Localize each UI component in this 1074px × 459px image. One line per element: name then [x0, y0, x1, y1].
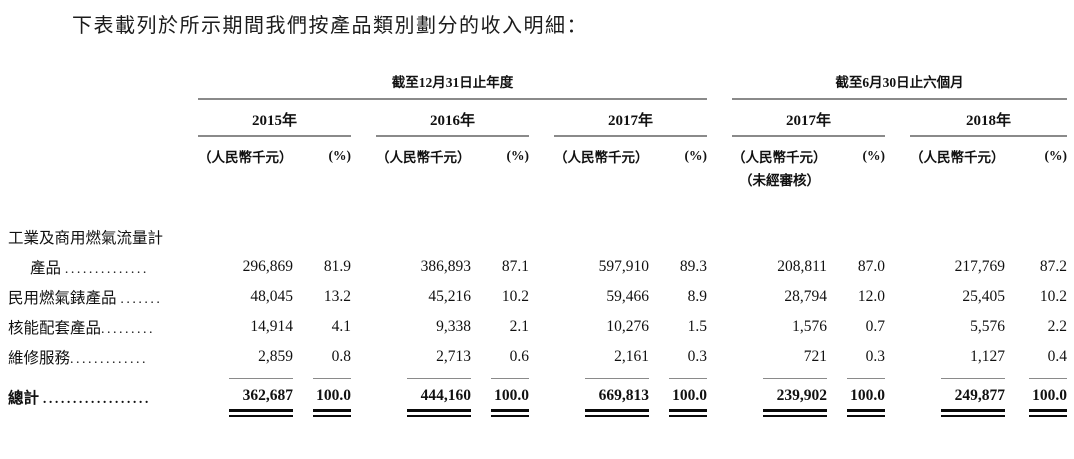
total-amount-cell: 444,160	[406, 378, 471, 417]
amount-cell: 2,859	[258, 348, 293, 365]
amount-cell: 14,914	[250, 318, 293, 335]
table-row-total: 總計 .................. 362,687 100.0 444,…	[8, 372, 1067, 421]
table-caption: 下表載列於所示期間我們按產品類別劃分的收入明細：	[72, 15, 588, 37]
percent-cell: 0.4	[1047, 348, 1067, 365]
percent-cell: 87.2	[1039, 258, 1067, 275]
percent-cell: 81.9	[323, 258, 351, 275]
amount-cell: 296,869	[242, 258, 293, 275]
percent-cell: 2.2	[1047, 318, 1067, 335]
year-header-2015: 2015年	[198, 99, 351, 137]
percent-cell: 12.0	[857, 288, 885, 305]
year-header-row: 2015年 2016年 2017年 2017年 2018年	[8, 99, 1067, 137]
revenue-by-product-table: 截至12月31日止年度 截至6月30日止六個月 2015年 2016年 2017…	[8, 71, 1067, 421]
amount-cell: 25,405	[962, 288, 1005, 305]
row-label: 總計	[8, 390, 40, 407]
amount-cell: 2,161	[614, 348, 649, 365]
amount-cell: 5,576	[970, 318, 1005, 335]
percent-cell: 1.5	[687, 318, 707, 335]
period-group-header-row: 截至12月31日止年度 截至6月30日止六個月	[8, 71, 1067, 100]
table-row-industrial-gas-flowmeter: 工業及商用燃氣流量計	[8, 222, 1067, 252]
total-percent-cell: 100.0	[847, 378, 885, 417]
amount-cell: 721	[803, 348, 827, 365]
unit-header-amount: （人民幣千元）	[732, 150, 827, 165]
table-row-residential-gas-meter: 民用燃氣錶產品 ....... 48,045 13.2 45,216 10.2 …	[8, 282, 1067, 312]
total-percent-cell: 100.0	[491, 378, 529, 417]
amount-cell: 1,127	[970, 348, 1005, 365]
total-amount-cell: 669,813	[584, 378, 649, 417]
document-page: 下表載列於所示期間我們按產品類別劃分的收入明細： 截至12月31日止年度 截至6…	[0, 9, 1074, 421]
row-label: 產品	[30, 260, 62, 277]
amount-cell: 9,338	[436, 318, 471, 335]
percent-cell: 87.0	[857, 258, 885, 275]
amount-cell: 45,216	[428, 288, 471, 305]
percent-cell: 87.1	[501, 258, 529, 275]
total-amount-cell: 239,902	[762, 378, 827, 417]
amount-cell: 10,276	[606, 318, 649, 335]
dot-leader: .......	[120, 292, 163, 307]
percent-cell: 0.7	[865, 318, 885, 335]
dot-leader: ..............	[64, 262, 149, 277]
amount-cell: 217,769	[954, 258, 1005, 275]
amount-cell: 386,893	[420, 258, 471, 275]
total-percent-cell: 100.0	[669, 378, 707, 417]
year-header-2016: 2016年	[376, 99, 529, 137]
total-amount-cell: 362,687	[228, 378, 293, 417]
total-percent-cell: 100.0	[313, 378, 351, 417]
percent-cell: 0.6	[509, 348, 529, 365]
dot-leader: .............	[70, 352, 149, 367]
percent-cell: 0.3	[865, 348, 885, 365]
unit-header-percent: (%)	[1044, 148, 1068, 163]
unit-header-amount: （人民幣千元）	[198, 150, 293, 165]
table-row-nuclear-supporting: 核能配套產品......... 14,914 4.1 9,338 2.1 10,…	[8, 312, 1067, 342]
dot-leader: .........	[101, 322, 156, 337]
unaudited-note: （未經審核）	[739, 173, 820, 188]
amount-cell: 48,045	[250, 288, 293, 305]
percent-cell: 2.1	[509, 318, 529, 335]
dot-leader: ..................	[42, 392, 151, 407]
row-label: 工業及商用燃氣流量計	[8, 230, 164, 247]
unit-header-row: （人民幣千元） (%) （人民幣千元） (%) （人民幣千元） (%) （人民幣…	[8, 136, 1067, 166]
unit-header-amount: （人民幣千元）	[554, 150, 649, 165]
unaudited-note-row: （未經審核）	[8, 166, 1067, 189]
table-row-products: 產品 .............. 296,869 81.9 386,893 8…	[8, 252, 1067, 282]
amount-cell: 59,466	[606, 288, 649, 305]
period-group-annual: 截至12月31日止年度	[198, 71, 707, 100]
row-label: 核能配套產品	[8, 320, 102, 337]
percent-cell: 13.2	[323, 288, 351, 305]
row-label: 維修服務	[8, 350, 71, 367]
total-percent-cell: 100.0	[1029, 378, 1067, 417]
table-row-maintenance-services: 維修服務............. 2,859 0.8 2,713 0.6 2,…	[8, 342, 1067, 372]
year-header-2018-interim: 2018年	[910, 99, 1067, 137]
unit-header-percent: (%)	[862, 148, 886, 163]
amount-cell: 1,576	[792, 318, 827, 335]
percent-cell: 8.9	[687, 288, 707, 305]
percent-cell: 0.3	[687, 348, 707, 365]
percent-cell: 0.8	[331, 348, 351, 365]
amount-cell: 597,910	[598, 258, 649, 275]
percent-cell: 10.2	[1039, 288, 1067, 305]
unit-header-amount: （人民幣千元）	[376, 150, 471, 165]
period-group-interim: 截至6月30日止六個月	[732, 71, 1067, 100]
amount-cell: 208,811	[777, 258, 827, 275]
total-amount-cell: 249,877	[940, 378, 1005, 417]
percent-cell: 4.1	[331, 318, 351, 335]
unit-header-percent: (%)	[684, 148, 708, 163]
year-header-2017-interim: 2017年	[732, 99, 885, 137]
percent-cell: 10.2	[501, 288, 529, 305]
amount-cell: 28,794	[784, 288, 827, 305]
percent-cell: 89.3	[679, 258, 707, 275]
unit-header-percent: (%)	[506, 148, 530, 163]
unit-header-percent: (%)	[328, 148, 352, 163]
row-label: 民用燃氣錶產品	[8, 290, 117, 307]
unit-header-amount: （人民幣千元）	[910, 150, 1005, 165]
year-header-2017: 2017年	[554, 99, 707, 137]
amount-cell: 2,713	[436, 348, 471, 365]
